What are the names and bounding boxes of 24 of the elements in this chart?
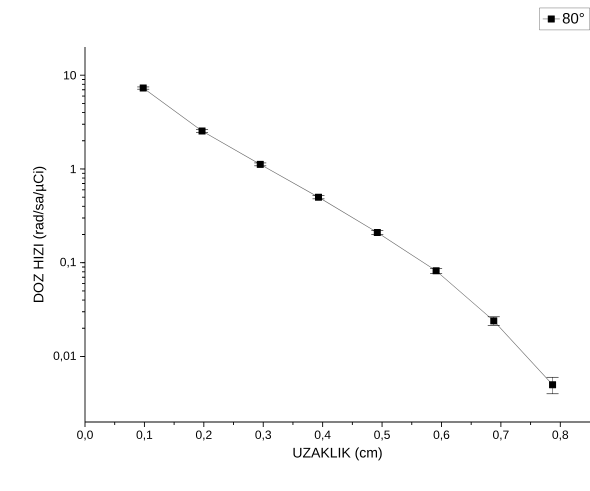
x-tick-label: 0,3 <box>255 430 272 440</box>
x-tick-label: 0,8 <box>552 430 568 440</box>
point <box>549 381 556 388</box>
point <box>256 160 264 168</box>
x-tick-label: 0,7 <box>493 430 509 440</box>
y-tick-label: 1 <box>70 164 76 174</box>
y-axis-title: DOZ HIZI (rad/sa/µCi) <box>33 166 46 302</box>
x-axis-title: UZAKLIK (cm) <box>293 447 382 460</box>
point <box>198 128 206 135</box>
legend-label: 80° <box>562 12 584 24</box>
point <box>314 194 322 201</box>
x-tick-label: 0,0 <box>77 430 93 440</box>
point <box>490 317 498 324</box>
x-tick-label: 0,6 <box>434 430 450 440</box>
y-tick-label: 10 <box>64 70 76 80</box>
x-tick-label: 0,4 <box>314 430 331 440</box>
y-tick-label: 0,1 <box>60 258 76 268</box>
x-tick-label: 0,1 <box>136 430 152 440</box>
y-tick-label: 0,01 <box>54 352 76 362</box>
point <box>374 229 381 236</box>
point <box>140 84 147 92</box>
point <box>432 267 440 274</box>
x-tick-label: 0,5 <box>374 430 390 440</box>
x-tick-label: 0,2 <box>196 430 212 440</box>
